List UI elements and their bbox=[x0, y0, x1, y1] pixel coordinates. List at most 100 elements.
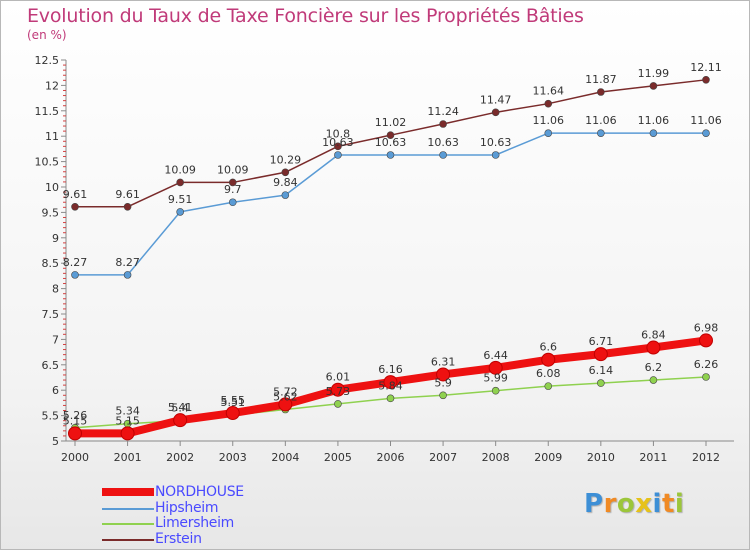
data-point bbox=[383, 375, 398, 390]
data-label: 10.63 bbox=[480, 136, 512, 149]
data-label: 9.51 bbox=[168, 193, 193, 206]
y-tick-label: 6 bbox=[52, 384, 59, 397]
logo-letter: t bbox=[661, 489, 675, 519]
x-tick-label: 2006 bbox=[377, 451, 405, 464]
data-point bbox=[699, 333, 713, 348]
data-label: 10.63 bbox=[375, 136, 407, 149]
data-point bbox=[334, 142, 342, 151]
data-point bbox=[649, 376, 658, 384]
legend-swatch-hipsheim bbox=[102, 507, 154, 510]
data-point bbox=[439, 391, 447, 400]
data-label: 5.26 bbox=[63, 409, 88, 422]
logo-letter: i bbox=[652, 489, 662, 519]
data-point bbox=[593, 347, 608, 362]
data-label: 6.98 bbox=[694, 321, 719, 334]
data-label: 5.99 bbox=[483, 372, 508, 385]
x-tick-label: 2002 bbox=[166, 451, 194, 464]
y-tick-label: 11 bbox=[45, 130, 59, 143]
data-point bbox=[68, 426, 82, 441]
data-label: 9.61 bbox=[115, 188, 140, 201]
data-label: 5.62 bbox=[273, 391, 298, 404]
data-label: 11.24 bbox=[427, 105, 459, 118]
data-point bbox=[334, 151, 342, 159]
y-tick-label: 8.5 bbox=[42, 257, 60, 270]
y-tick-label: 12.5 bbox=[35, 54, 60, 67]
data-label: 11.06 bbox=[638, 114, 670, 127]
data-point bbox=[702, 76, 710, 84]
logo-letter: i bbox=[674, 489, 685, 519]
data-label: 11.06 bbox=[533, 114, 565, 127]
logo-letter: P bbox=[584, 489, 604, 519]
y-tick-label: 10.5 bbox=[35, 156, 60, 169]
data-point bbox=[491, 386, 500, 395]
logo-letter: x bbox=[635, 489, 653, 519]
data-label: 6.44 bbox=[483, 349, 508, 362]
y-tick-label: 12 bbox=[45, 79, 59, 92]
legend-label: Erstein bbox=[155, 530, 202, 547]
data-point bbox=[228, 178, 237, 187]
data-label: 10.8 bbox=[326, 127, 351, 140]
data-label: 12.11 bbox=[690, 61, 722, 74]
data-label: 10.63 bbox=[427, 136, 459, 149]
data-label: 6.31 bbox=[431, 355, 456, 368]
data-label: 8.27 bbox=[115, 256, 140, 269]
data-point bbox=[176, 178, 184, 187]
data-label: 5.4 bbox=[171, 402, 189, 415]
legend-label: Limersheim bbox=[155, 515, 235, 531]
data-label: 5.55 bbox=[221, 394, 246, 407]
data-label: 9.84 bbox=[273, 176, 298, 189]
data-label: 11.06 bbox=[585, 114, 617, 127]
data-point bbox=[491, 108, 500, 117]
data-label: 6.16 bbox=[378, 363, 403, 376]
data-point bbox=[386, 131, 395, 139]
data-point bbox=[120, 426, 135, 441]
logo-letter: r bbox=[603, 489, 617, 519]
y-tick-label: 8 bbox=[52, 283, 59, 296]
data-label: 5.84 bbox=[378, 379, 403, 392]
x-tick-label: 2009 bbox=[534, 451, 562, 464]
data-label: 6.6 bbox=[540, 341, 558, 354]
legend-swatch-erstein bbox=[102, 538, 154, 541]
data-point bbox=[646, 340, 661, 355]
data-label: 9.7 bbox=[224, 183, 242, 196]
data-label: 11.87 bbox=[585, 73, 617, 86]
y-tick-label: 9 bbox=[52, 232, 59, 245]
data-label: 10.29 bbox=[270, 153, 302, 166]
data-label: 5.73 bbox=[326, 385, 351, 398]
data-label: 10.63 bbox=[322, 136, 354, 149]
y-tick-label: 5 bbox=[52, 435, 59, 448]
data-label: 11.99 bbox=[638, 67, 670, 80]
data-point bbox=[544, 129, 553, 137]
data-label: 11.06 bbox=[690, 114, 722, 127]
data-label: 5.9 bbox=[434, 376, 452, 389]
data-point bbox=[386, 394, 395, 403]
data-label: 9.61 bbox=[63, 188, 88, 201]
chart-subtitle: (en %) bbox=[27, 28, 67, 42]
data-point bbox=[173, 413, 188, 428]
data-label: 6.14 bbox=[589, 364, 614, 377]
y-tick-label: 11.5 bbox=[35, 105, 60, 118]
data-point bbox=[544, 382, 553, 390]
data-label: 5.51 bbox=[221, 396, 246, 409]
legend-swatch-limersheim bbox=[102, 523, 154, 525]
y-tick-label: 10 bbox=[45, 181, 59, 194]
data-label: 6.01 bbox=[326, 371, 351, 384]
x-tick-label: 2007 bbox=[429, 451, 457, 464]
data-point bbox=[225, 406, 240, 421]
data-point bbox=[123, 203, 132, 211]
y-tick-label: 7.5 bbox=[42, 308, 60, 321]
data-label: 6.84 bbox=[641, 329, 666, 342]
legend-swatch-nordhouse bbox=[102, 488, 154, 496]
y-tick-label: 6.5 bbox=[42, 359, 60, 372]
data-point bbox=[597, 88, 605, 96]
data-point bbox=[281, 168, 290, 177]
data-label: 6.08 bbox=[536, 367, 561, 380]
data-point bbox=[597, 129, 605, 137]
data-label: 10.09 bbox=[164, 163, 196, 176]
data-point bbox=[281, 191, 290, 199]
x-tick-label: 2001 bbox=[114, 451, 142, 464]
data-label: 6.26 bbox=[694, 358, 719, 371]
data-point bbox=[541, 352, 556, 367]
data-label: 11.47 bbox=[480, 93, 512, 106]
